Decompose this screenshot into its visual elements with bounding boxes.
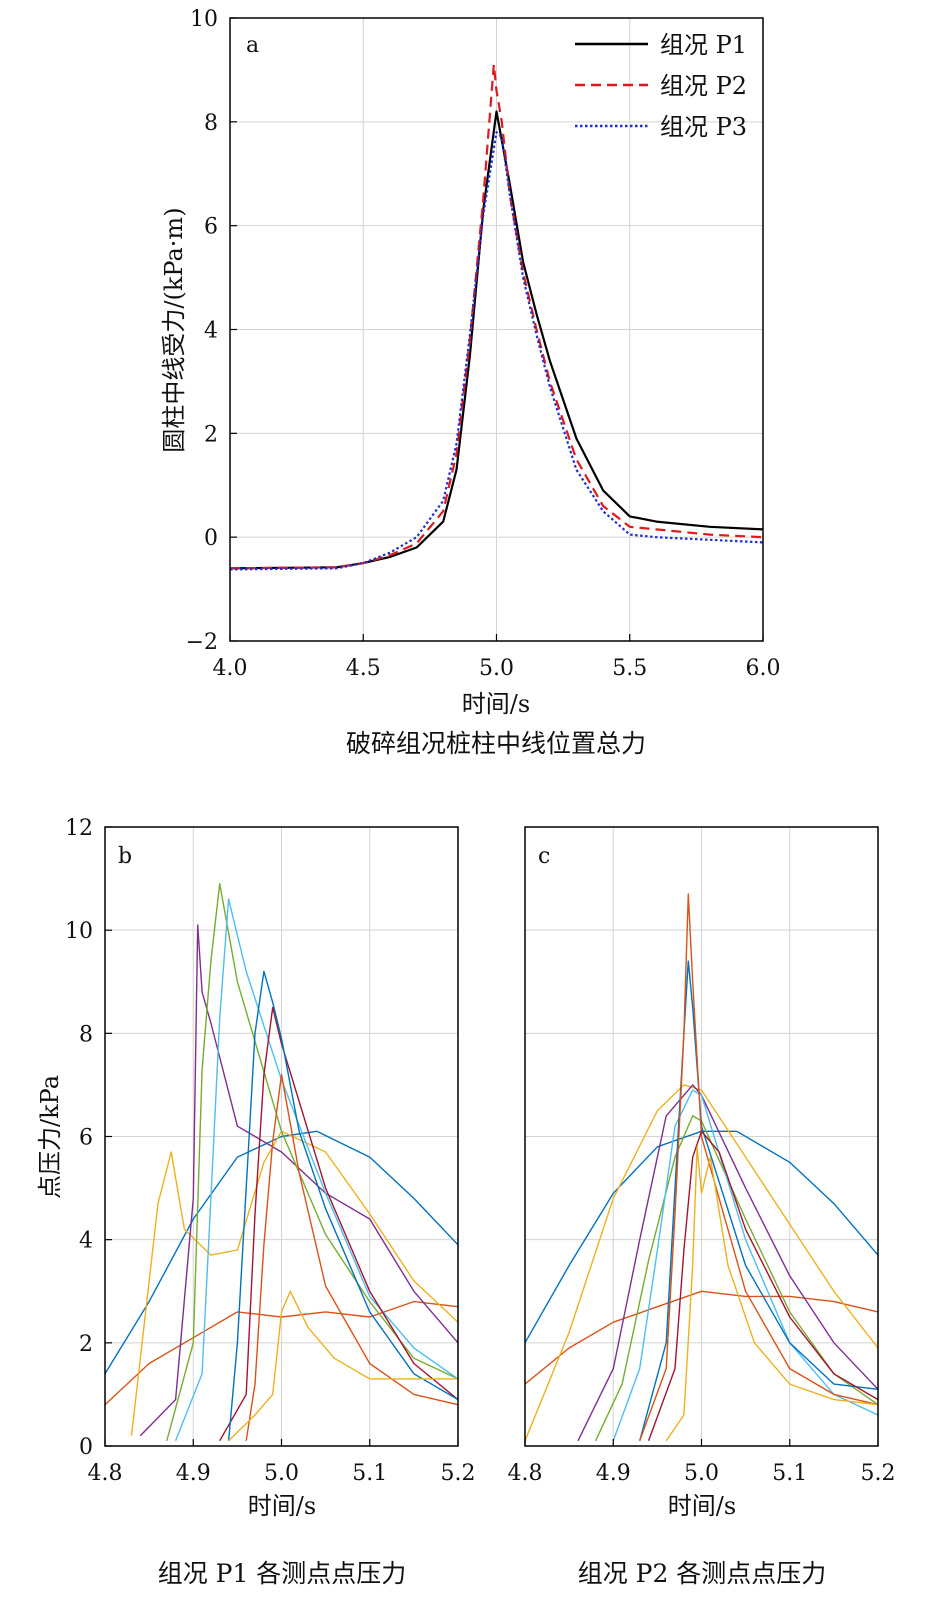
- series-line-b-5: [166, 883, 459, 1441]
- x-tick-label: 5.1: [352, 1461, 387, 1486]
- y-tick-label: 12: [65, 816, 93, 841]
- y-tick-label: 8: [79, 1022, 93, 1047]
- panel-a-grid: [230, 18, 763, 641]
- series-line-b-1: [104, 1130, 459, 1375]
- y-tick-label: 6: [204, 215, 218, 240]
- series-line-b-9: [245, 1073, 459, 1441]
- y-tick-label: 2: [204, 422, 218, 447]
- x-tick-label: 4.5: [346, 656, 381, 681]
- panel-a-legend: 组况 P1 组况 P2 组况 P3: [575, 31, 747, 141]
- series-line-c-8: [639, 893, 879, 1442]
- series-line-c-6: [612, 1089, 879, 1442]
- panel-a-ylabel: 圆柱中线受力/(kPa·m): [160, 207, 188, 452]
- panel-a-letter: a: [246, 33, 259, 58]
- x-tick-label: 6.0: [746, 656, 781, 681]
- panel-b-ylabel: 点压力/kPa: [36, 1075, 64, 1199]
- series-line-b-10: [228, 1290, 458, 1442]
- legend-label: 组况 P1: [660, 31, 747, 59]
- series-line-c-2: [524, 1290, 879, 1385]
- panel-c: 4.8 4.9 5.0 5.1 5.2 c 时间/s 组况 P2 各测点点压力: [508, 826, 896, 1588]
- panel-a-ticks: 4.0 4.5 5.0 5.5 6.0 −2 0 2 4 6 8 10: [186, 7, 781, 681]
- series-line-c-3: [524, 1084, 879, 1442]
- y-tick-label: −2: [186, 630, 218, 655]
- x-tick-label: 4.0: [213, 656, 248, 681]
- panel-a-xlabel: 时间/s: [462, 690, 530, 718]
- series-line-c-9: [647, 1130, 879, 1442]
- series-line-a-1: [229, 110, 764, 570]
- x-tick-label: 4.9: [176, 1461, 211, 1486]
- y-tick-label: 0: [79, 1435, 93, 1460]
- panel-a-caption: 破碎组况桩柱中线位置总力: [346, 729, 646, 758]
- y-tick-label: 10: [190, 7, 218, 32]
- y-tick-label: 0: [204, 526, 218, 551]
- panel-b-ticks: 4.8 4.9 5.0 5.1 5.2 0 2 4 6 8 10 12: [65, 816, 476, 1486]
- panel-a-series: [229, 63, 764, 571]
- series-line-b-7: [219, 1006, 459, 1442]
- panel-b-letter: b: [118, 844, 132, 869]
- series-line-b-3: [130, 1130, 459, 1436]
- panel-c-xlabel: 时间/s: [668, 1492, 736, 1520]
- legend-label: 组况 P2: [660, 72, 747, 100]
- y-tick-label: 6: [79, 1126, 93, 1151]
- panel-b-series: [104, 883, 459, 1442]
- series-line-b-4: [139, 924, 459, 1437]
- legend-label: 组况 P3: [660, 113, 747, 141]
- x-tick-label: 5.0: [479, 656, 514, 681]
- x-tick-label: 4.8: [508, 1461, 543, 1486]
- panel-c-caption: 组况 P2 各测点点压力: [578, 1559, 827, 1588]
- y-tick-label: 2: [79, 1332, 93, 1357]
- series-line-c-7: [639, 960, 879, 1441]
- series-line-a-2: [229, 63, 764, 570]
- x-tick-label: 5.1: [772, 1461, 807, 1486]
- x-tick-label: 5.2: [441, 1461, 476, 1486]
- x-tick-label: 4.8: [88, 1461, 123, 1486]
- y-tick-label: 4: [79, 1229, 93, 1254]
- x-tick-label: 5.0: [264, 1461, 299, 1486]
- panel-c-letter: c: [538, 844, 550, 869]
- y-tick-label: 4: [204, 319, 218, 344]
- panel-c-series: [524, 893, 879, 1442]
- y-tick-label: 8: [204, 111, 218, 136]
- series-line-b-8: [227, 970, 459, 1441]
- panel-b-caption: 组况 P1 各测点点压力: [158, 1559, 407, 1588]
- panel-b-xlabel: 时间/s: [248, 1492, 316, 1520]
- x-tick-label: 5.5: [612, 656, 647, 681]
- series-line-c-10: [665, 1146, 879, 1442]
- series-line-c-5: [594, 1115, 879, 1442]
- x-tick-label: 4.9: [596, 1461, 631, 1486]
- x-tick-label: 5.2: [861, 1461, 896, 1486]
- panel-c-ticks: 4.8 4.9 5.0 5.1 5.2: [508, 1439, 896, 1486]
- x-tick-label: 5.0: [684, 1461, 719, 1486]
- y-tick-label: 10: [65, 919, 93, 944]
- series-line-b-6: [174, 898, 459, 1442]
- series-line-c-4: [577, 1084, 879, 1442]
